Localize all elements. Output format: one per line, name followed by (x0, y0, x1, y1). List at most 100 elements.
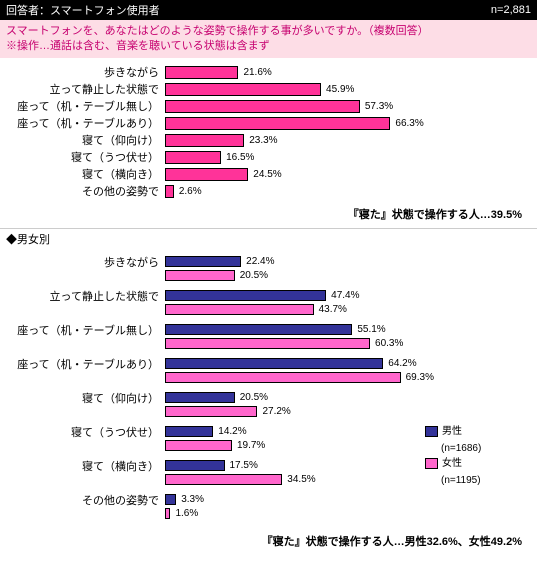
bar-value: 55.1% (357, 324, 385, 335)
bar-row: 歩きながら 21.6% (4, 64, 533, 81)
bar-row: 寝て（横向き） 24.5% (4, 166, 533, 183)
bar-value: 24.5% (253, 169, 281, 180)
summary-overall: 『寝た』状態で操作する人…39.5% (0, 202, 537, 228)
bar-female (165, 474, 282, 485)
bar-row: 立って静止した状態で 45.9% (4, 81, 533, 98)
bar-value: 45.9% (326, 84, 354, 95)
bar-female (165, 372, 401, 383)
question-line1: スマートフォンを、あなたはどのような姿勢で操作する事が多いですか。（複数回答） (6, 24, 531, 39)
bar-value: 60.3% (375, 338, 403, 349)
bar (165, 134, 244, 147)
legend-swatch-female (425, 458, 438, 469)
bar-row-female: 43.7% (4, 303, 533, 317)
bar-value: 69.3% (406, 372, 434, 383)
bar-male (165, 324, 352, 335)
legend-label-female: 女性 (442, 456, 462, 471)
bar-male (165, 256, 241, 267)
bar (165, 100, 360, 113)
bar (165, 83, 321, 96)
legend-male-n: (n=1686) (441, 441, 481, 456)
bar-value: 20.5% (240, 392, 268, 403)
bar-row-female: 60.3% (4, 337, 533, 351)
bar-label: 座って（机・テーブルあり） (4, 356, 165, 372)
bar-label: 寝て（横向き） (4, 166, 165, 182)
bar-row-female: 27.2% (4, 405, 533, 419)
bar-male (165, 358, 383, 369)
bar-label: 座って（机・テーブル無し） (4, 322, 165, 338)
bar-row: その他の姿勢で 2.6% (4, 183, 533, 200)
bar-row-male: 寝て（仰向け） 20.5% (4, 391, 533, 405)
bar-male (165, 392, 235, 403)
bar-value: 47.4% (331, 290, 359, 301)
bar-value: 21.6% (243, 67, 271, 78)
bar-value: 34.5% (287, 474, 315, 485)
bar-female (165, 508, 170, 519)
bar (165, 185, 174, 198)
bar-label: その他の姿勢で (4, 183, 165, 199)
bar-value: 3.3% (181, 494, 204, 505)
bar-value: 20.5% (240, 270, 268, 281)
bar-label: 寝て（うつ伏せ） (4, 424, 165, 440)
bar-label: 歩きながら (4, 64, 165, 80)
bar-value: 64.2% (388, 358, 416, 369)
respondent-label: 回答者：スマートフォン使用者 (6, 2, 160, 18)
bar-label: その他の姿勢で (4, 492, 165, 508)
chart-overall: 歩きながら 21.6% 立って静止した状態で 45.9% 座って（机・テーブル無し） 57… (0, 58, 537, 202)
bar-row-female: 1.6% (4, 507, 533, 521)
summary-gender: 『寝た』状態で操作する人…男性32.6%、女性49.2% (0, 529, 537, 555)
bar-value: 16.5% (226, 152, 254, 163)
bar-value: 66.3% (395, 118, 423, 129)
bar-value: 14.2% (218, 426, 246, 437)
bar-female (165, 406, 257, 417)
bar-male (165, 494, 176, 505)
bar-label: 座って（机・テーブルあり） (4, 115, 165, 131)
bar-label: 立って静止した状態で (4, 288, 165, 304)
bar-label: 寝て（うつ伏せ） (4, 149, 165, 165)
section-title-gender: ◆男女別 (0, 228, 537, 249)
bar-label: 寝て（横向き） (4, 458, 165, 474)
bar-value: 57.3% (365, 101, 393, 112)
bar-row-female: 20.5% (4, 269, 533, 283)
bar-row: 座って（机・テーブルあり） 66.3% (4, 115, 533, 132)
bar-row: 寝て（うつ伏せ） 16.5% (4, 149, 533, 166)
legend-female-n: (n=1195) (441, 473, 481, 488)
bar-value: 23.3% (249, 135, 277, 146)
bar (165, 117, 390, 130)
header-bar: 回答者：スマートフォン使用者 n=2,881 (0, 0, 537, 20)
bar (165, 151, 221, 164)
bar-value: 2.6% (179, 186, 202, 197)
bar-female (165, 270, 235, 281)
bar-value: 27.2% (262, 406, 290, 417)
bar-value: 43.7% (319, 304, 347, 315)
bar-value: 17.5% (230, 460, 258, 471)
bar-row-male: 歩きながら 22.4% (4, 255, 533, 269)
bar-female (165, 440, 232, 451)
bar-label: 歩きながら (4, 254, 165, 270)
bar-male (165, 290, 326, 301)
bar-row: 寝て（仰向け） 23.3% (4, 132, 533, 149)
question-box: スマートフォンを、あなたはどのような姿勢で操作する事が多いですか。（複数回答） … (0, 20, 537, 58)
bar-row: 座って（机・テーブル無し） 57.3% (4, 98, 533, 115)
bar-label: 寝て（仰向け） (4, 132, 165, 148)
bar-value: 22.4% (246, 256, 274, 267)
bar-row-male: 座って（机・テーブルあり） 64.2% (4, 357, 533, 371)
legend-male: 男性 (425, 424, 481, 439)
bar-row-male: 座って（机・テーブル無し） 55.1% (4, 323, 533, 337)
bar-label: 立って静止した状態で (4, 81, 165, 97)
legend-label-male: 男性 (442, 424, 462, 439)
legend-swatch-male (425, 426, 438, 437)
bar-value: 19.7% (237, 440, 265, 451)
bar-male (165, 460, 225, 471)
legend: 男性 (n=1686)女性 (n=1195) (425, 424, 481, 488)
n-label: n=2,881 (491, 4, 531, 16)
bar-male (165, 426, 213, 437)
question-line2: ※操作…通話は含む、音楽を聴いている状態は含まず (6, 39, 531, 54)
bar-row-male: その他の姿勢で 3.3% (4, 493, 533, 507)
legend-female: 女性 (425, 456, 481, 471)
bar-row-female: 69.3% (4, 371, 533, 385)
chart-by-gender: 歩きながら 22.4% 20.5% 立って静止した状態で 47.4% 43.7% 座って（机… (0, 249, 537, 529)
bar-value: 1.6% (175, 508, 198, 519)
bar (165, 168, 248, 181)
bar-label: 座って（机・テーブル無し） (4, 98, 165, 114)
bar-label: 寝て（仰向け） (4, 390, 165, 406)
